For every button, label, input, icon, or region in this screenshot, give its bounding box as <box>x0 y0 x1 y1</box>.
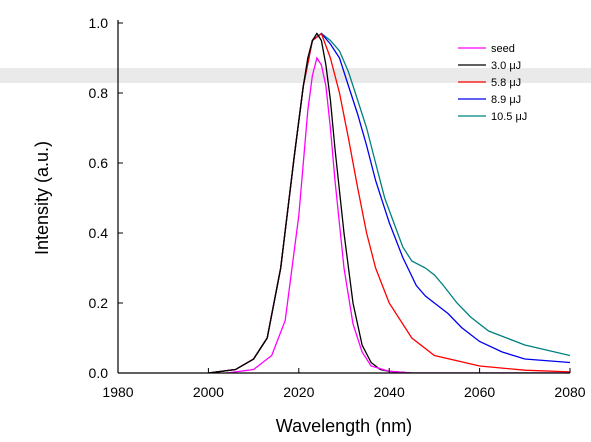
legend-label: 3.0 μJ <box>491 60 521 72</box>
y-tick-label: 1.0 <box>89 15 109 31</box>
legend-label: seed <box>491 43 515 55</box>
y-axis-title: Intensity (a.u.) <box>32 141 52 255</box>
legend-label: 10.5 μJ <box>491 111 527 123</box>
legend-label: 8.9 μJ <box>491 94 521 106</box>
x-tick-label: 2020 <box>283 384 314 400</box>
y-tick-label: 0.8 <box>89 85 109 101</box>
x-tick-label: 2060 <box>464 384 495 400</box>
x-tick-label: 1980 <box>102 384 133 400</box>
y-tick-label: 0.2 <box>89 295 109 311</box>
x-tick-label: 2040 <box>374 384 405 400</box>
legend-label: 5.8 μJ <box>491 77 521 89</box>
x-tick-label: 2080 <box>554 384 585 400</box>
x-tick-label: 2000 <box>193 384 224 400</box>
x-axis-title: Wavelength (nm) <box>276 416 412 436</box>
y-tick-label: 0.4 <box>89 225 109 241</box>
y-tick-label: 0.6 <box>89 155 109 171</box>
y-tick-label: 0.0 <box>89 365 109 381</box>
